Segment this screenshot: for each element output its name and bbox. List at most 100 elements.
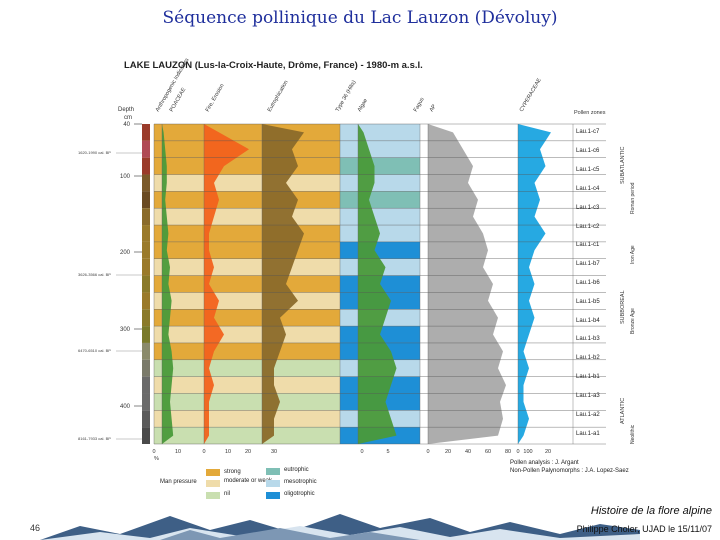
trophic-band xyxy=(340,157,420,175)
x-tick-label: 20 xyxy=(245,449,251,455)
pollen-zone-label: Lau.1-b6 xyxy=(576,280,600,286)
pressure-band xyxy=(154,174,340,192)
pressure-band xyxy=(154,157,340,175)
depth-tick-label: 300 xyxy=(120,327,131,333)
period-label: SUBBOREAL xyxy=(620,290,626,324)
pressure-band xyxy=(154,410,340,428)
legend-eutrophic: eutrophic xyxy=(284,467,309,473)
lithology-segment xyxy=(142,393,150,411)
cultural-period-label: Neolithic xyxy=(630,424,636,444)
pressure-band xyxy=(154,376,340,394)
page-number: 46 xyxy=(30,523,41,533)
lithology-segment xyxy=(142,376,150,394)
lithology-segment xyxy=(142,410,150,428)
lithology-segment xyxy=(142,427,150,444)
footer-title: Histoire de la flore alpine xyxy=(590,505,712,517)
pressure-band xyxy=(154,427,340,444)
poaceae-curve xyxy=(162,124,174,444)
lithology-segment xyxy=(142,342,150,360)
pollen-diagram: LAKE LAUZON (Lus-la-Croix-Haute, Drôme, … xyxy=(78,52,648,485)
pollen-zone-label: Lau.1-b3 xyxy=(576,336,600,343)
fire-curve xyxy=(204,124,249,444)
eutrophication-curve xyxy=(262,124,304,444)
period-label: SUBATLANTIC xyxy=(620,146,626,184)
x-tick-label: 0 xyxy=(516,449,519,455)
legend-strong-swatch xyxy=(206,469,220,476)
date-label: 8161-7933 cal. BP xyxy=(78,436,111,441)
date-label: 6470-6510 cal. BP xyxy=(78,348,111,353)
lithology-segment xyxy=(142,208,150,226)
pollen-zone-label: Lau.1-c4 xyxy=(576,185,600,192)
legend-mesotrophic-swatch xyxy=(266,480,280,487)
footer-subtitle: Philippe Choler, UJAD le 15/11/07 xyxy=(576,524,712,534)
lithology-segment xyxy=(142,309,150,327)
x-tick-label: 5 xyxy=(386,449,389,455)
pollen-zone-label: Lau.1-a2 xyxy=(576,411,600,418)
trophic-band xyxy=(340,124,420,141)
lithology-segment xyxy=(142,359,150,377)
pollen-zones-title: Pollen zones xyxy=(574,110,606,116)
lithology-segment xyxy=(142,157,150,175)
pressure-band xyxy=(154,309,340,327)
pollen-zone-label: Lau.1-b2 xyxy=(576,355,600,362)
pressure-band xyxy=(154,225,340,242)
slide-title: Séquence pollinique du Lac Lauzon (Dévol… xyxy=(162,8,558,28)
credit-pollen: Pollen analysis : J. Argant xyxy=(510,460,579,466)
lithology-segment xyxy=(142,140,150,158)
legend-moderate: moderate or weak xyxy=(224,478,273,484)
x-tick-label: 0 xyxy=(360,449,363,455)
percent-label: % xyxy=(154,456,159,462)
pollen-zone-label: Lau.1-c1 xyxy=(576,242,600,249)
legend-moderate-swatch xyxy=(206,480,220,487)
mountain-banner xyxy=(40,514,640,540)
legend-man-pressure-title: Man pressure xyxy=(160,479,197,485)
pollen-zone-label: Lau.1-b4 xyxy=(576,317,600,324)
pressure-band xyxy=(154,393,340,411)
lithology-segment xyxy=(142,124,150,141)
pollen-zone-label: Lau.1-b1 xyxy=(576,374,600,381)
depth-tick-label: 400 xyxy=(120,404,131,410)
pressure-band xyxy=(154,208,340,226)
pollen-zone-label: Lau.1-c7 xyxy=(576,129,600,136)
pressure-band xyxy=(154,342,340,360)
x-tick-label: 0 xyxy=(202,449,205,455)
pollen-zone-label: Lau.1-b7 xyxy=(576,261,600,268)
x-tick-label: 30 xyxy=(271,449,277,455)
lithology-segment xyxy=(142,241,150,259)
date-label: 1620-1990 cal. BP xyxy=(78,150,111,155)
lithology-segment xyxy=(142,225,150,242)
pressure-band xyxy=(154,258,340,276)
pollen-zone-label: Lau.1-a3 xyxy=(576,392,600,399)
depth-tick-label: 40 xyxy=(123,122,130,128)
x-tick-label: 20 xyxy=(545,449,551,455)
trophic-band xyxy=(340,208,420,226)
pressure-band xyxy=(154,191,340,209)
date-label: 3626-3566 cal. BP xyxy=(78,272,111,277)
trophic-band xyxy=(340,191,420,209)
legend-eutrophic-swatch xyxy=(266,468,280,475)
pollen-zone-label: Lau.1-c3 xyxy=(576,204,600,211)
x-tick-label: 100 xyxy=(523,449,532,455)
depth-tick-label: 200 xyxy=(120,250,131,256)
pollen-zone-label: Lau.1-a1 xyxy=(576,430,600,437)
pollen-zone-label: Lau.1-b5 xyxy=(576,298,600,305)
lithology-segment xyxy=(142,258,150,276)
lithology-segment xyxy=(142,275,150,293)
legend-oligotrophic: oligotrophic xyxy=(284,491,315,497)
lithology-segment xyxy=(142,191,150,209)
depth-axis-label: Depth xyxy=(118,107,135,113)
trophic-band xyxy=(340,174,420,192)
credit-npp: Non-Pollen Palynomorphs : J.A. Lopez-Sae… xyxy=(510,468,629,474)
x-tick-label: 0 xyxy=(152,449,155,455)
trophic-band xyxy=(340,241,420,259)
cultural-period-label: Roman period xyxy=(630,182,636,214)
trophic-band xyxy=(340,140,420,158)
pressure-band xyxy=(154,124,340,141)
ap-curve xyxy=(428,124,506,444)
pressure-band xyxy=(154,275,340,293)
period-label: ATLANTIC xyxy=(620,398,626,424)
algae-curve xyxy=(358,124,397,444)
cultural-period-label: Iron Age xyxy=(630,245,636,264)
cultural-period-label: Bronze Age xyxy=(630,308,636,334)
trophic-band xyxy=(340,225,420,242)
